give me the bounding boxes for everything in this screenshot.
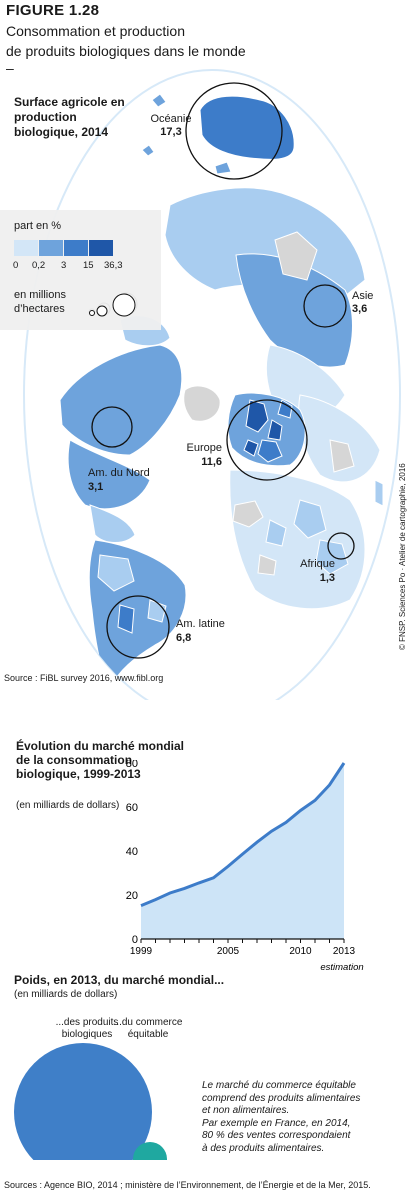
market-bubbles: 80 8 — [14, 1043, 167, 1160]
figure-title-line1: Consommation et production — [6, 23, 185, 39]
map-europe-dark — [243, 399, 283, 457]
label-oceanie-value: 17,3 — [160, 126, 182, 138]
map-africa-mid — [265, 499, 349, 575]
y-tick-label: 80 — [126, 760, 138, 770]
legend-size-circle-large — [112, 293, 136, 317]
map-latin-america-light — [97, 554, 167, 623]
bubble-asie — [303, 284, 347, 328]
bubble-bio — [14, 1043, 152, 1160]
bubble-am-nord — [91, 406, 133, 448]
x-tick-label: 2010 — [289, 946, 312, 957]
legend-size-title: en millions d’hectares — [14, 288, 66, 316]
map-asia-grey — [274, 231, 355, 473]
label-afrique: Afrique 1,3 — [295, 557, 335, 585]
x-tick-label: 2005 — [217, 946, 240, 957]
legend-size-line2: d’hectares — [14, 303, 65, 315]
map-oceania-islands — [141, 93, 232, 175]
legend-size-circle-medium — [96, 305, 108, 317]
map-north-america-canada — [59, 344, 183, 456]
legend-swatch-2 — [39, 240, 63, 256]
note-line6: à des produits alimentaires. — [202, 1142, 325, 1154]
note-line4: Par exemple en France, en 2014, — [202, 1117, 351, 1129]
bubble-afrique — [327, 532, 355, 560]
label-am-nord-name: Am. du Nord — [88, 467, 150, 479]
legend-share-title: part en % — [14, 220, 62, 232]
chart-title: Évolution du marché mondial de la consom… — [16, 739, 185, 781]
map-greenland — [183, 385, 221, 422]
x-axis-note: estimation — [320, 962, 363, 973]
map-africa-madagascar — [374, 479, 384, 507]
bubbles-title: Poids, en 2013, du marché mondial... — [14, 973, 225, 987]
bubble-bio-label: ...des produits biologiques — [37, 1017, 137, 1041]
label-am-nord: Am. du Nord 3,1 — [88, 466, 150, 494]
footer-source: Sources : Agence BIO, 2014 ; ministère d… — [4, 1180, 371, 1190]
legend-size-circle-small — [89, 310, 95, 316]
legend-swatch-4 — [89, 240, 113, 256]
label-europe-name: Europe — [186, 442, 222, 454]
area-line — [140, 762, 346, 907]
bubble-oceanie — [185, 82, 283, 180]
figure-title: Consommation et production de produits b… — [6, 21, 336, 61]
label-afrique-value: 1,3 — [319, 572, 335, 584]
credit: © FNSP. Sciences Po · Atelier de cartogr… — [398, 463, 407, 650]
legend-swatch-1 — [14, 240, 38, 256]
area-fill — [141, 763, 344, 939]
bubble-fair-label-line1: ...du commerce — [113, 1017, 183, 1028]
bubble-bio-label-line2: biologiques — [61, 1029, 113, 1040]
label-oceanie-name: Océanie — [150, 113, 192, 125]
label-asie: Asie 3,6 — [352, 290, 373, 316]
map-source: Source : FiBL survey 2016, www.fibl.org — [4, 673, 164, 683]
title-dash: – — [6, 60, 14, 76]
legend-size-circles — [89, 293, 136, 317]
map-latin-america-dark — [117, 604, 135, 634]
map-africa-grey — [232, 500, 277, 576]
map-central-america — [89, 504, 136, 543]
bubble-am-latine — [106, 595, 170, 659]
bubble-fair-label: ...du commerce équitable — [103, 1017, 193, 1041]
label-afrique-name: Afrique — [300, 558, 335, 570]
bubbles-subtitle: (en milliards de dollars) — [14, 989, 118, 1000]
fairtrade-note: Le marché du commerce équitable comprend… — [202, 1080, 397, 1155]
label-asie-value: 3,6 — [352, 303, 368, 315]
bubble-europe — [226, 399, 308, 481]
legend-tick-2: 3 — [61, 260, 67, 271]
note-line5: 80 % des ventes correspondaient — [202, 1130, 351, 1141]
label-am-latine: Am. latine 6,8 — [176, 617, 225, 645]
label-am-latine-name: Am. latine — [176, 618, 225, 630]
label-europe-value: 11,6 — [201, 456, 222, 468]
note-line3: et non alimentaires. — [202, 1105, 290, 1116]
note-line1: Le marché du commerce équitable — [202, 1080, 356, 1091]
bubble-bio-label-line1: ...des produits — [55, 1017, 119, 1028]
label-asie-name: Asie — [352, 290, 374, 302]
figure-title-line2: de produits biologiques dans le monde — [6, 43, 246, 59]
y-tick-label: 20 — [126, 890, 138, 902]
legend-tick-0: 0 — [13, 260, 19, 271]
y-tick-label: 40 — [126, 846, 138, 858]
y-tick-label: 0 — [132, 934, 138, 946]
y-tick-label: 60 — [126, 802, 138, 814]
map-north-america-usa — [67, 439, 151, 510]
x-tick-label: 1999 — [130, 946, 153, 957]
bubble-fair-label-line2: équitable — [127, 1029, 169, 1040]
x-tick-label: 2013 — [333, 946, 356, 957]
map-title: Surface agricole en production biologiqu… — [14, 95, 125, 139]
bubble-fair — [133, 1142, 167, 1160]
label-europe: Europe 11,6 — [184, 441, 222, 469]
market-area-chart: 0 20 40 60 80 1999 2005 2010 2013 estimation — [126, 760, 364, 973]
label-am-latine-value: 6,8 — [176, 632, 192, 644]
legend-tick-1: 0,2 — [32, 260, 46, 271]
label-oceanie: Océanie 17,3 — [136, 113, 206, 139]
legend-tick-4: 36,3 — [104, 260, 123, 271]
map-oceania — [199, 95, 295, 160]
map-europe-mid — [257, 399, 293, 463]
label-am-nord-value: 3,1 — [88, 481, 104, 493]
legend-size-line1: en millions — [14, 289, 66, 301]
note-line2: comprend des produits alimentaires — [202, 1092, 361, 1104]
legend-swatch-3 — [64, 240, 88, 256]
chart-subtitle: (en milliards de dollars) — [16, 800, 120, 811]
figure-label: FIGURE 1.28 — [6, 2, 100, 19]
legend-tick-3: 15 — [83, 260, 94, 271]
